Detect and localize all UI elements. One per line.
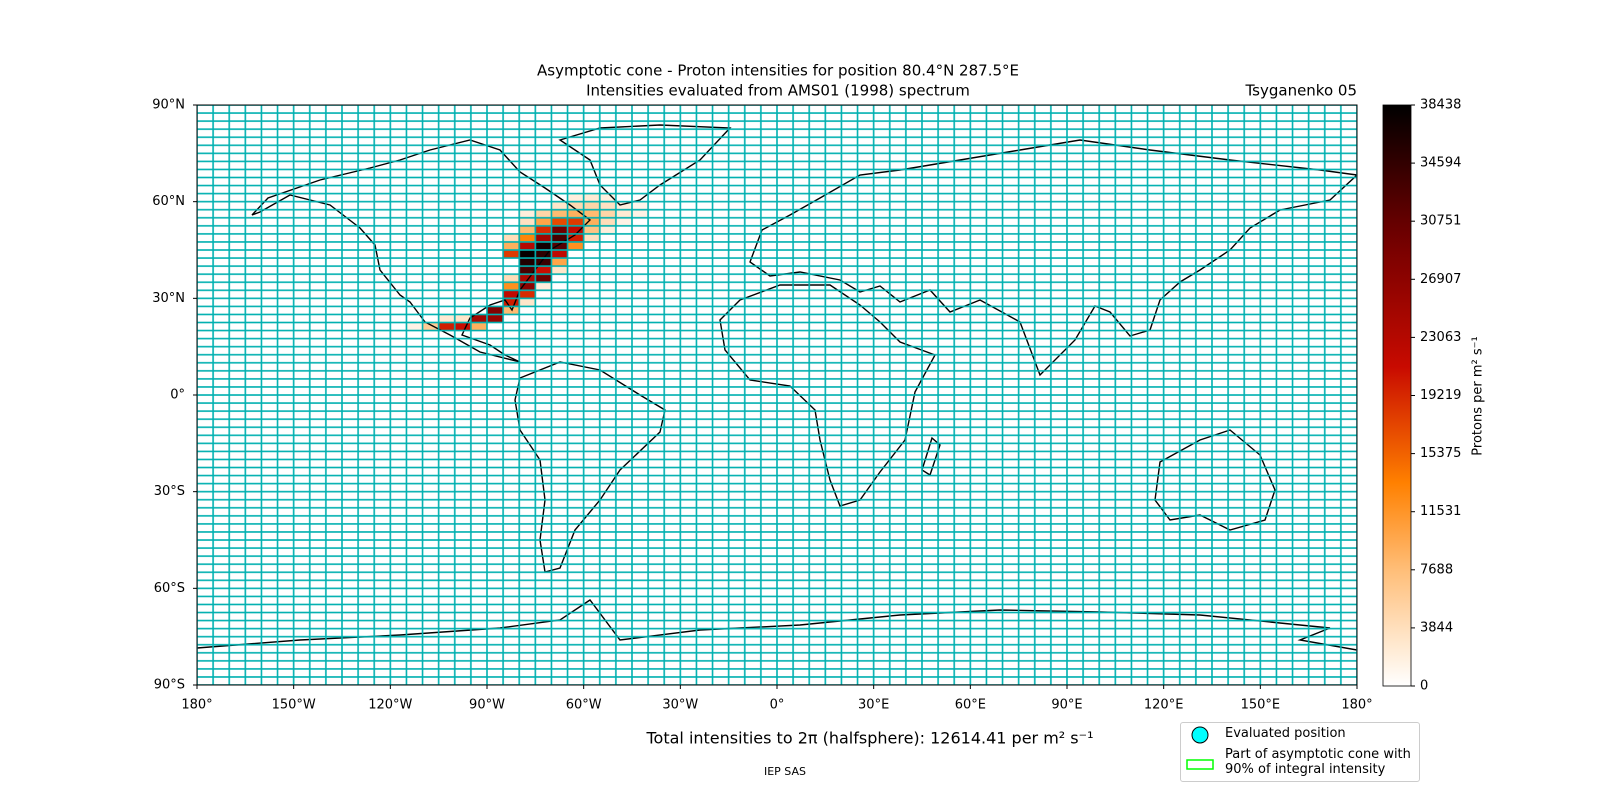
x-tick-label: 180° xyxy=(1341,698,1372,713)
legend: Evaluated position Part of asymptotic co… xyxy=(1180,722,1420,782)
x-tick-label: 150°W xyxy=(272,698,316,713)
x-tick-label: 30°W xyxy=(662,698,698,713)
legend-marker xyxy=(1186,759,1214,770)
y-tick-label: 30°S xyxy=(154,484,185,499)
chart-title: Asymptotic cone - Proton intensities for… xyxy=(537,62,1019,80)
colorbar-label: Protons per m² s⁻¹ xyxy=(1471,336,1486,455)
x-tick-label: 90°E xyxy=(1051,698,1082,713)
x-tick-label: 0° xyxy=(770,698,785,713)
colorbar-tick-label: 15375 xyxy=(1420,446,1461,461)
legend-markers xyxy=(1186,726,1214,770)
y-tick-label: 0° xyxy=(170,388,185,403)
y-tick-label: 90°N xyxy=(152,98,185,113)
cone-grid xyxy=(197,105,1357,685)
axes: 180° 150°W 120°W 90°W 60°W 30°W 0° 30°E 60°E 90°E… xyxy=(152,98,1372,713)
colorbar-tick-label: 7688 xyxy=(1420,562,1453,577)
x-tick-label: 60°W xyxy=(566,698,602,713)
y-tick-label: 60°N xyxy=(152,194,185,209)
colorbar-tick-label: 19219 xyxy=(1420,388,1461,403)
colorbar-tick-label: 38438 xyxy=(1420,98,1461,113)
chart-subtitle: Intensities evaluated from AMS01 (1998) … xyxy=(586,82,970,100)
y-tick-label: 30°N xyxy=(152,291,185,306)
colorbar-tick-label: 34594 xyxy=(1420,156,1461,171)
x-tick-label: 120°W xyxy=(368,698,412,713)
legend-label: Evaluated position xyxy=(1225,726,1346,741)
colorbar-tick-label: 26907 xyxy=(1420,272,1461,287)
legend-label: Part of asymptotic cone with 90% of inte… xyxy=(1225,747,1411,777)
credit: IEP SAS xyxy=(764,765,806,778)
x-tick-label: 30°E xyxy=(858,698,889,713)
colorbar-tick-label: 11531 xyxy=(1420,504,1461,519)
x-tick-label: 90°W xyxy=(469,698,505,713)
x-tick-label: 120°E xyxy=(1144,698,1184,713)
legend-marker xyxy=(1191,726,1209,744)
y-tick-label: 60°S xyxy=(154,581,185,596)
colorbar-tick-label: 23063 xyxy=(1420,330,1461,345)
x-tick-label: 60°E xyxy=(955,698,986,713)
model-label: Tsyganenko 05 xyxy=(1244,82,1357,100)
colorbar-tick-label: 3844 xyxy=(1420,620,1453,635)
x-tick-label: 150°E xyxy=(1241,698,1281,713)
colorbar-tick-label: 0 xyxy=(1420,679,1428,694)
x-tick-label: 180° xyxy=(181,698,212,713)
colorbar xyxy=(1382,104,1412,687)
y-tick-label: 90°S xyxy=(154,678,185,693)
colorbar-tick-label: 30751 xyxy=(1420,214,1461,229)
footer-total: Total intensities to 2π (halfsphere): 12… xyxy=(645,729,1093,748)
